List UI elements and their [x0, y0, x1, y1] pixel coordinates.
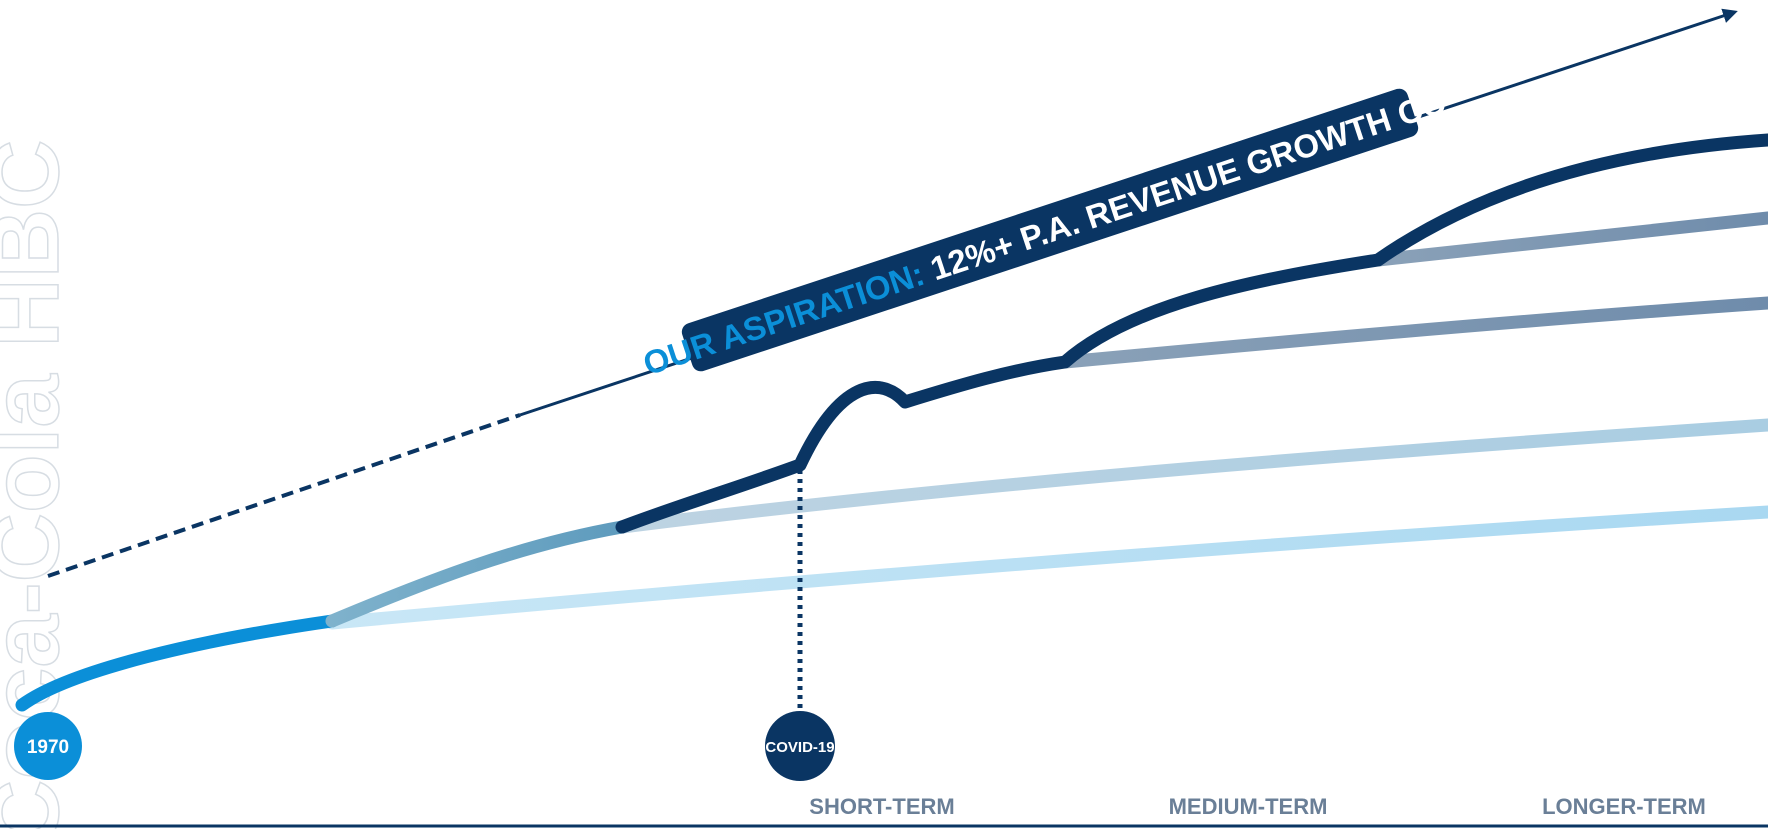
start-marker-label: 1970: [27, 737, 69, 758]
phase-label-short-term: SHORT-TERM: [809, 794, 954, 819]
history-line-recent: [615, 133, 1768, 534]
covid-marker-circle: [765, 711, 835, 781]
covid-marker-label: COVID-19: [765, 739, 834, 756]
aspiration-prefix: OUR ASPIRATION:: [639, 255, 929, 382]
phase-label-longer-term: LONGER-TERM: [1542, 794, 1706, 819]
start-marker-circle: [14, 712, 82, 780]
scenario-line-low: [615, 418, 1768, 534]
phase-label-medium-term: MEDIUM-TERM: [1169, 794, 1328, 819]
history-line-mid: [325, 520, 629, 628]
scenario-line-high: [1371, 211, 1768, 267]
history-line-early: [15, 614, 339, 712]
scenario-line-medium: [1058, 296, 1768, 369]
scenario-line-lowest: [325, 505, 1768, 630]
aspiration-trend-dashed: [47, 413, 521, 578]
